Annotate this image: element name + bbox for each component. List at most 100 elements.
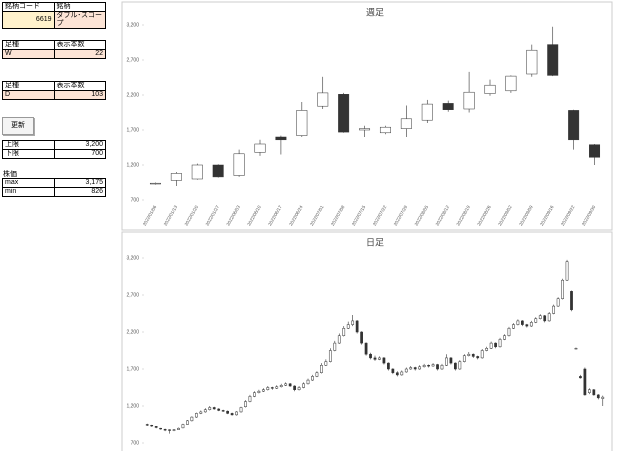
candle-body (172, 429, 176, 431)
candle-body (431, 364, 435, 367)
candle-body (355, 320, 359, 333)
candle-body (589, 144, 601, 158)
candle-body (485, 348, 489, 351)
candle-body (203, 409, 207, 413)
candle-body (596, 394, 600, 399)
candle-body (168, 429, 171, 431)
candle-body (400, 118, 412, 129)
price-title: 株価 (3, 171, 17, 178)
y-tick-label: 2,700 (126, 57, 139, 63)
candle-body (445, 357, 448, 366)
candle-body (296, 110, 308, 136)
chart-title: 週足 (366, 7, 384, 17)
candle-body (467, 353, 471, 356)
candle-body (574, 348, 578, 350)
candle-body (378, 357, 381, 360)
y-tick-label: 700 (131, 440, 140, 446)
candle-body (346, 324, 350, 329)
candle-body (284, 383, 288, 386)
candle-body (568, 110, 580, 141)
chart-frame (121, 231, 613, 451)
cell[interactable]: 103 (53, 90, 106, 100)
candle-body (230, 413, 234, 416)
candle-body (221, 410, 225, 412)
candle-body (342, 328, 346, 336)
candle-body (409, 367, 413, 370)
candle-body (257, 390, 261, 393)
candle-body (387, 362, 390, 370)
candle-body (288, 383, 292, 387)
candle-body (552, 305, 556, 314)
candle-body (254, 143, 266, 153)
candle-body (525, 324, 529, 327)
candle-body (507, 328, 511, 336)
y-tick-label: 2,700 (126, 292, 139, 298)
candle-body (266, 387, 270, 390)
candle-body (302, 383, 305, 388)
candle-body (463, 91, 475, 110)
candle-body (570, 291, 573, 311)
candle-body (534, 318, 538, 323)
cell[interactable]: 6619 (2, 11, 55, 29)
candle-body (320, 365, 323, 373)
candle-body (369, 353, 372, 359)
candle-body (601, 396, 605, 399)
candle-body (413, 367, 417, 370)
candle-body (159, 427, 162, 430)
candle-body (516, 320, 520, 325)
candle-body (588, 389, 591, 393)
candle-body (565, 261, 569, 281)
candle-body (440, 365, 444, 370)
candle-body (427, 365, 430, 367)
candle-body (364, 342, 368, 355)
candle-body (208, 407, 212, 410)
candle-body (297, 387, 301, 390)
candle-body (449, 357, 453, 364)
candle-body (328, 350, 332, 362)
candle-body (186, 420, 189, 425)
candle-body (275, 136, 287, 141)
candle-body (170, 173, 182, 181)
cell[interactable]: 22 (53, 49, 106, 59)
candle-body (154, 426, 158, 428)
candle-body (462, 355, 466, 362)
candle-body (379, 126, 391, 134)
cell: ダブル･スコープ (53, 11, 106, 29)
candle-body (547, 313, 551, 322)
candle-body (395, 372, 399, 376)
candle-body (351, 320, 355, 325)
candle-body (239, 407, 243, 413)
y-tick-label: 1,200 (126, 162, 139, 168)
candle-body (561, 279, 564, 299)
candle-body (382, 357, 386, 364)
candle-body (244, 401, 247, 407)
candle-body (494, 342, 497, 348)
candle-body (190, 416, 194, 422)
candle-body (261, 389, 265, 392)
candle-body (436, 364, 439, 370)
candle-body (458, 361, 462, 370)
candle-body (592, 389, 596, 396)
candle-body (226, 410, 229, 414)
candle-body (454, 362, 457, 370)
candle-body (498, 339, 502, 348)
y-tick-label: 2,200 (126, 329, 139, 335)
candle-body (306, 379, 310, 385)
candle-body (279, 385, 283, 388)
candle-body (418, 366, 422, 370)
candle-body (360, 331, 363, 344)
y-tick-label: 1,700 (126, 366, 139, 372)
candle-body (505, 75, 517, 92)
candle-body (400, 371, 404, 376)
candle-body (556, 298, 560, 307)
daily-table: 足種 表示本数 D 103 (2, 81, 106, 100)
candle-body (512, 324, 515, 329)
code-table: 銘柄コード 銘柄 6619 ダブル･スコープ (2, 2, 106, 29)
candle-body (471, 353, 475, 357)
y-tick-label: 3,200 (126, 255, 139, 261)
candle-body (235, 411, 238, 416)
candle-body (217, 408, 221, 411)
candle-body (333, 342, 337, 351)
update-button[interactable]: 更新 (2, 117, 34, 135)
